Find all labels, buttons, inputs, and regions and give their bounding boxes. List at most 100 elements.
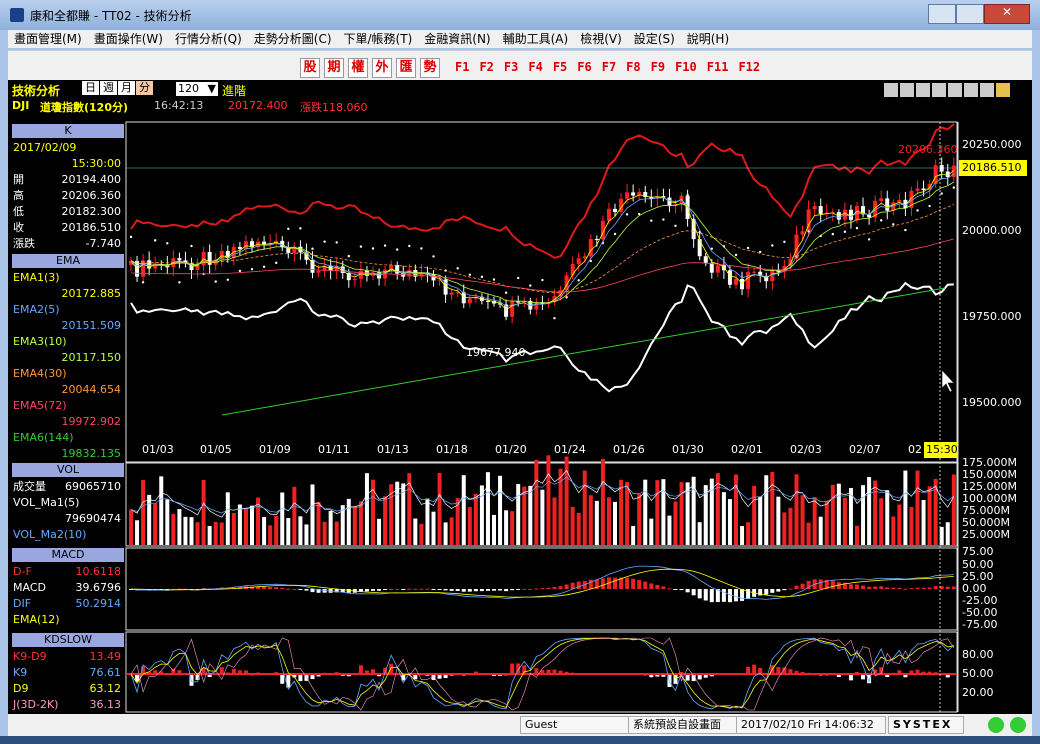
market-button[interactable]: 匯 [396,58,416,78]
field-label: 低 [13,205,24,218]
tool-button[interactable] [932,83,946,97]
field-value: 79690474 [65,512,121,525]
field-value: 20151.509 [61,319,122,332]
field-value: 20172.885 [61,287,122,300]
menu-item[interactable]: 說明(H) [686,32,730,46]
function-key[interactable]: F1 [455,60,470,74]
market-button[interactable]: 權 [348,58,368,78]
field-label: VOL_Ma2(10) [13,528,87,541]
menu-item[interactable]: 畫面操作(W) [93,32,163,46]
status-light [1010,717,1026,733]
field-value: 76.61 [89,666,122,679]
close-button[interactable]: ✕ [984,4,1030,24]
period-button[interactable]: 日 [82,81,99,95]
menu-item[interactable]: 輔助工具(A) [502,32,569,46]
field-label: 收 [13,221,24,234]
function-key[interactable]: F9 [650,60,666,74]
function-key[interactable]: F10 [675,60,697,74]
panel-header: K [12,124,124,138]
function-key[interactable]: F5 [552,60,568,74]
minimize-button[interactable] [928,4,956,24]
chart-area [8,80,1032,714]
function-key[interactable]: F12 [738,60,761,74]
panel-header: KDSLOW [12,633,124,647]
function-key[interactable]: F7 [601,60,617,74]
tool-button[interactable] [996,83,1010,97]
panel-time: 15:30:00 [71,157,121,170]
field-value: 19832.135 [61,447,122,460]
menu-item[interactable]: 金融資訊(N) [424,32,491,46]
field-value: 36.13 [89,698,122,711]
field-value: -7.740 [85,237,121,250]
field-value: 19972.902 [61,415,122,428]
tool-button[interactable] [884,83,898,97]
module-title: 技術分析 [12,84,61,98]
status-light [988,717,1004,733]
field-value: 50.2914 [75,597,122,610]
tool-button[interactable] [948,83,962,97]
panel-date: 2017/02/09 [13,141,77,154]
menu-item[interactable]: 設定(S) [633,32,675,46]
panel-header: MACD [12,548,124,562]
market-button[interactable]: 股 [300,58,320,78]
field-label: K9 [13,666,28,679]
count-select[interactable]: 120 ▼ [176,82,218,96]
status-datetime: 2017/02/10 Fri 14:06:32 [736,716,886,734]
status-bar: Guest 系統預設自設畫面 2017/02/10 Fri 14:06:32 S… [8,714,1032,736]
field-label: J(3D-2K) [13,698,59,711]
menu-item[interactable]: 畫面管理(M) [14,32,82,46]
field-value: 20206.360 [61,189,122,202]
field-label: D-F [13,565,32,578]
symbol-name: 道瓊指數(120分) [40,101,129,114]
title-bar: 康和全都賺 - TT02 - 技術分析 ✕ [0,0,1040,30]
menu-item[interactable]: 行情分析(Q) [174,32,242,46]
panel-header: EMA [12,254,124,268]
tool-button[interactable] [900,83,914,97]
panel-header: VOL [12,463,124,477]
maximize-button[interactable] [956,4,984,24]
field-label: EMA1(3) [13,271,60,284]
market-button[interactable]: 期 [324,58,344,78]
field-label: EMA5(72) [13,399,67,412]
quote-price: 20172.400 [228,99,288,112]
function-key[interactable]: F6 [577,60,592,74]
advanced-button[interactable]: 進階 [222,84,247,98]
period-button[interactable]: 月 [118,81,135,95]
menu-bar: 畫面管理(M) 畫面操作(W) 行情分析(Q) 走勢分析圖(C) 下單/帳務(T) 金融資… [8,30,1032,48]
function-key[interactable]: F4 [528,60,543,74]
field-label: EMA2(5) [13,303,60,316]
function-key[interactable]: F3 [503,60,519,74]
field-label: 成交量 [13,480,46,493]
field-value: 20194.400 [61,173,122,186]
market-button[interactable]: 勢 [420,58,440,78]
field-label: EMA(12) [13,613,60,626]
field-value: 10.6118 [75,565,122,578]
menu-item[interactable]: 走勢分析圖(C) [253,32,332,46]
quote-change: 漲跌118.060 [300,101,368,114]
function-key[interactable]: F8 [626,60,641,74]
period-button[interactable]: 週 [100,81,117,95]
field-value: 20117.150 [61,351,122,364]
field-label: DIF [13,597,32,610]
function-key[interactable]: F2 [479,60,494,74]
field-label: 開 [13,173,24,186]
field-label: VOL_Ma1(5) [13,496,80,509]
tool-button[interactable] [916,83,930,97]
field-label: 高 [13,189,24,202]
field-value: 69065710 [65,480,121,493]
menu-item[interactable]: 下單/帳務(T) [343,32,413,46]
field-label: EMA4(30) [13,367,67,380]
status-layout: 系統預設自設畫面 [628,716,738,734]
menu-item[interactable]: 檢視(V) [580,32,622,46]
field-value: 39.6796 [75,581,122,594]
period-button[interactable]: 分 [136,81,153,95]
market-button[interactable]: 外 [372,58,392,78]
function-key[interactable]: F11 [706,60,729,74]
chart-tools [884,83,1010,97]
tool-button[interactable] [980,83,994,97]
tool-button[interactable] [964,83,978,97]
field-value: 63.12 [89,682,122,695]
field-label: EMA3(10) [13,335,67,348]
field-label: K9-D9 [13,650,47,663]
status-user: Guest [520,716,630,734]
